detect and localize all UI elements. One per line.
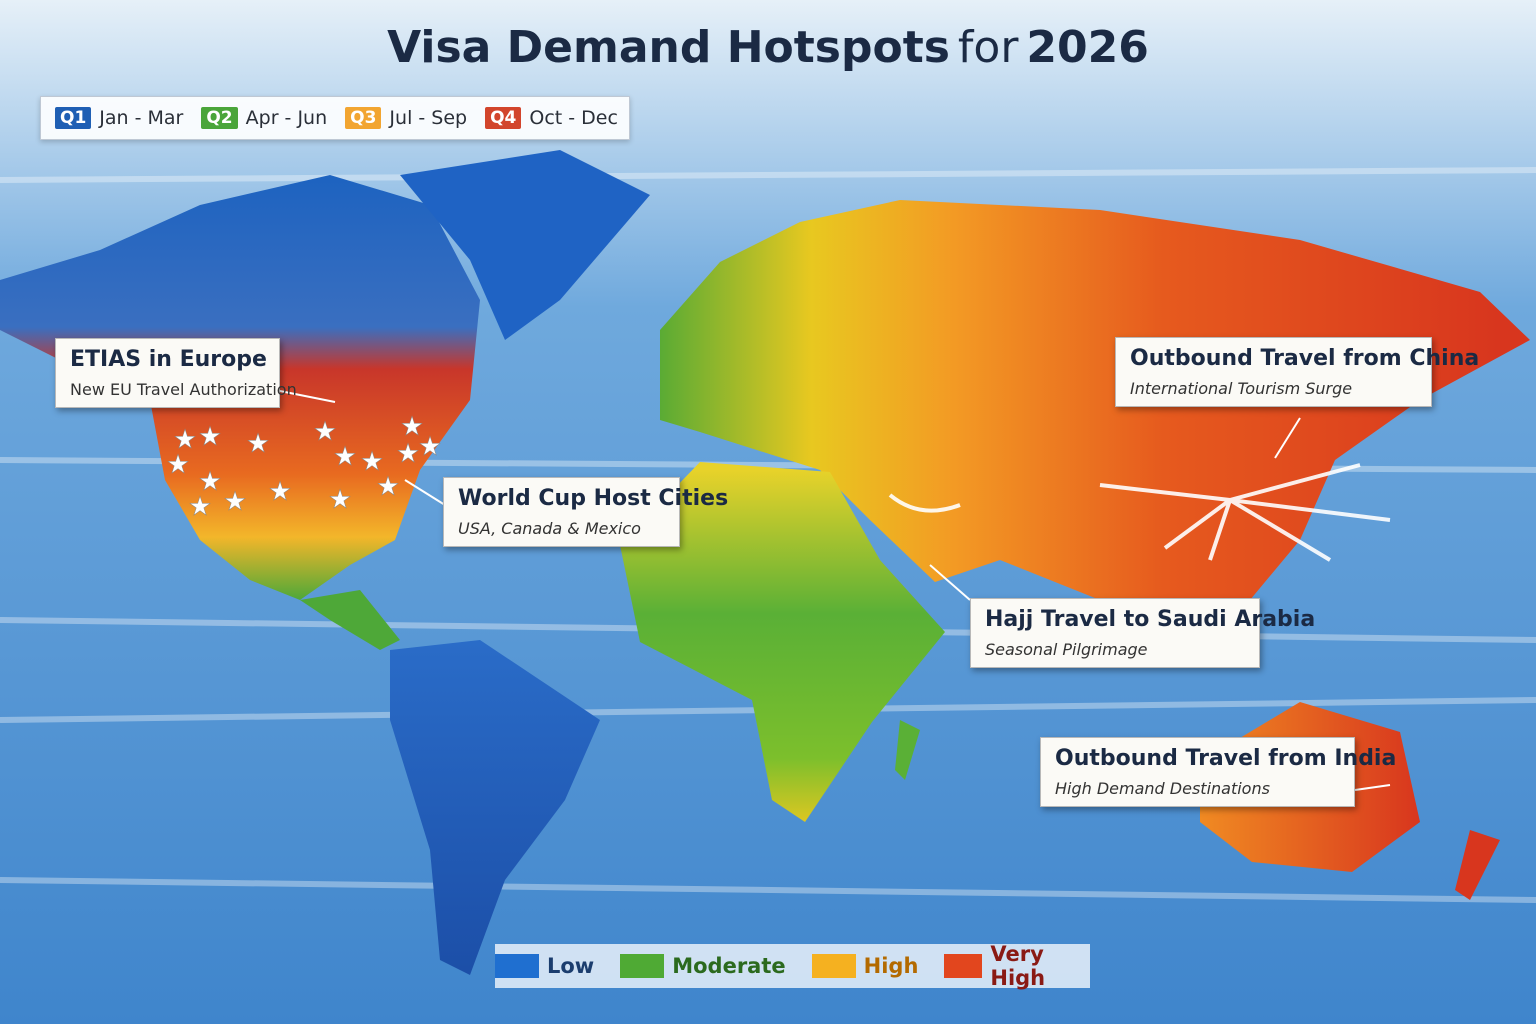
svg-text:★: ★ (360, 447, 383, 477)
quarter-item: Q4 Oct - Dec (485, 107, 618, 129)
title: Visa Demand Hotspots for 2026 (0, 22, 1536, 73)
callout-title: World Cup Host Cities (458, 486, 729, 511)
callout-title: ETIAS in Europe (70, 347, 267, 372)
legend-label: Low (547, 954, 595, 978)
legend-swatch (944, 954, 983, 978)
callout-subtitle: High Demand Destinations (1055, 779, 1270, 798)
callout-subtitle: USA, Canada & Mexico (458, 519, 641, 538)
svg-text:★: ★ (376, 472, 399, 502)
title-joiner: for (957, 22, 1019, 73)
svg-text:★: ★ (166, 450, 189, 480)
quarter-code: Q2 (201, 107, 238, 129)
quarter-code: Q3 (345, 107, 382, 129)
quarter-code: Q4 (485, 107, 522, 129)
legend-item: Moderate (620, 954, 786, 978)
title-lead: Visa Demand Hotspots (387, 22, 950, 73)
svg-text:★: ★ (400, 412, 423, 442)
callout-title: Outbound Travel from China (1130, 346, 1480, 371)
callout-title: Hajj Travel to Saudi Arabia (985, 607, 1316, 632)
svg-text:★: ★ (173, 425, 196, 455)
callout: Outbound Travel from China International… (1115, 337, 1480, 407)
legend-swatch (620, 954, 665, 978)
callout: Outbound Travel from India High Demand D… (1040, 737, 1397, 807)
callout-subtitle: Seasonal Pilgrimage (985, 640, 1148, 659)
quarter-label: Oct - Dec (529, 107, 618, 129)
svg-text:★: ★ (396, 439, 419, 469)
svg-text:★: ★ (418, 432, 441, 462)
svg-text:★: ★ (198, 467, 221, 497)
svg-text:★: ★ (223, 487, 246, 517)
callout: World Cup Host Cities USA, Canada & Mexi… (443, 477, 729, 547)
legend-item: Very High (944, 942, 1090, 990)
svg-text:★: ★ (333, 442, 356, 472)
legend-label: High (863, 954, 919, 978)
quarter-item: Q1 Jan - Mar (55, 107, 183, 129)
legend-swatch (811, 954, 856, 978)
quarter-key: Q1 Jan - Mar Q2 Apr - Jun Q3 Jul - Sep Q4 Oct -… (40, 96, 630, 140)
legend-item: High (811, 954, 919, 978)
svg-text:★: ★ (268, 477, 291, 507)
title-year: 2026 (1026, 22, 1149, 73)
svg-text:★: ★ (188, 492, 211, 522)
quarter-label: Jul - Sep (389, 107, 468, 129)
legend-item: Low (495, 954, 594, 978)
legend-label: Very High (990, 942, 1046, 990)
svg-text:★: ★ (328, 485, 351, 515)
legend: Low Moderate High Very High (495, 942, 1090, 990)
callout: ETIAS in Europe New EU Travel Authorizat… (55, 338, 297, 408)
quarter-item: Q2 Apr - Jun (201, 107, 327, 129)
quarter-label: Apr - Jun (245, 107, 328, 129)
legend-swatch (495, 954, 539, 978)
quarter-item: Q3 Jul - Sep (345, 107, 467, 129)
callout-subtitle: New EU Travel Authorization (70, 380, 297, 399)
quarter-label: Jan - Mar (99, 107, 184, 129)
quarter-code: Q1 (55, 107, 92, 129)
legend-label: Moderate (672, 954, 786, 978)
callout-subtitle: International Tourism Surge (1130, 379, 1353, 398)
svg-text:★: ★ (198, 422, 221, 452)
svg-text:★: ★ (313, 417, 336, 447)
svg-text:★: ★ (246, 429, 269, 459)
callout: Hajj Travel to Saudi Arabia Seasonal Pil… (970, 598, 1316, 668)
callout-title: Outbound Travel from India (1055, 746, 1397, 771)
